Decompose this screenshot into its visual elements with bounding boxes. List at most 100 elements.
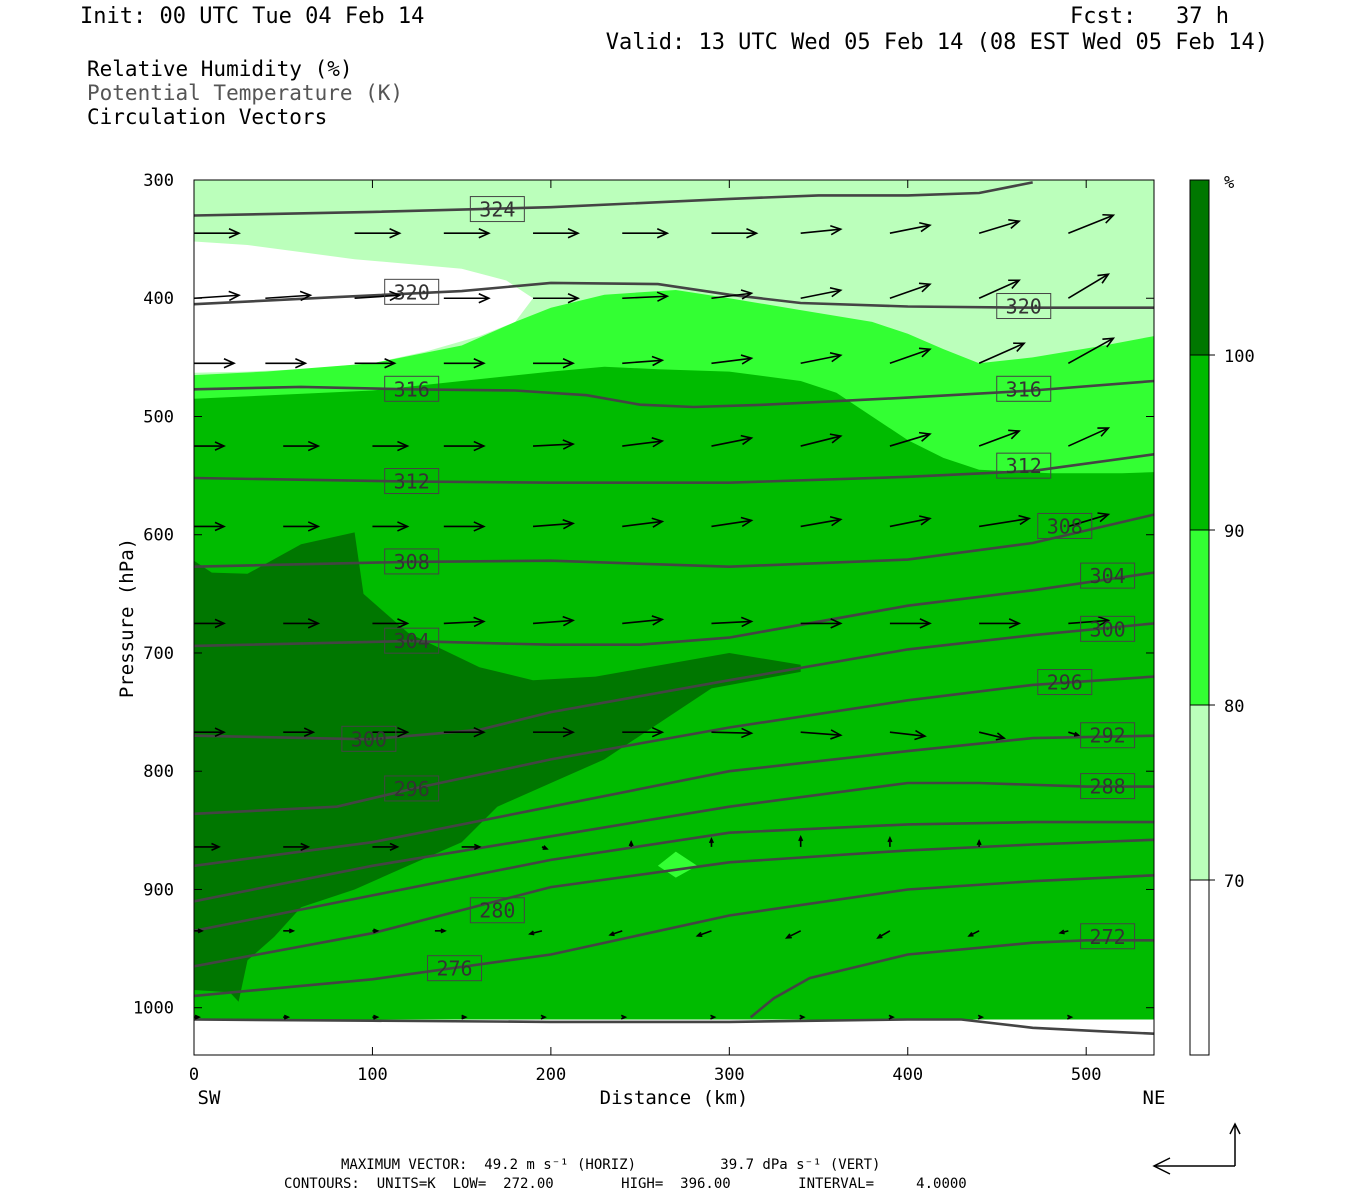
vector-arrow — [354, 358, 397, 369]
svg-text:300: 300 — [351, 727, 387, 751]
vector-arrow — [372, 1014, 380, 1020]
vertical-reference-arrowhead — [1229, 1122, 1241, 1135]
x-tick-label: 400 — [892, 1065, 923, 1085]
contour-label: 316 — [996, 375, 1052, 402]
vector-arrow — [533, 726, 575, 738]
init-time-label: Init: 00 UTC Tue 04 Feb 14 — [80, 4, 425, 29]
vector-arrow — [194, 842, 221, 851]
theta-contour-312 — [194, 453, 1154, 485]
svg-text:316: 316 — [394, 377, 430, 401]
theta-contour-layer — [194, 181, 1154, 1035]
vector-arrow — [711, 727, 754, 739]
colorbar-segment — [1189, 354, 1210, 531]
colorbar-segment — [1189, 529, 1210, 706]
vector-arrow — [876, 930, 891, 939]
vector-arrow — [620, 1014, 628, 1020]
vector-arrow — [265, 290, 313, 302]
contour-label: 280 — [469, 897, 525, 924]
x-tick-label: 100 — [357, 1065, 388, 1085]
vector-arrow — [443, 358, 486, 369]
vector-arrow — [372, 618, 410, 629]
vector-arrow — [372, 928, 380, 934]
contour-label: 300 — [341, 725, 397, 752]
colorbar-label: 70 — [1224, 872, 1244, 892]
svg-text:292: 292 — [1090, 724, 1126, 748]
vector-arrow — [978, 218, 1021, 234]
y-tick-label: 300 — [143, 171, 174, 191]
legend-circulation-vectors: Circulation Vectors — [87, 105, 328, 129]
vector-arrow — [889, 618, 932, 629]
y-tick-label: 1000 — [133, 999, 174, 1019]
vector-arrow — [799, 1014, 806, 1020]
vector-arrow — [710, 1014, 717, 1020]
contour-label: 304 — [384, 627, 440, 654]
vector-arrow — [194, 1014, 201, 1020]
vector-arrow — [283, 440, 321, 452]
vector-arrow — [711, 516, 754, 528]
theta-contour-ground-14 — [194, 1018, 1154, 1035]
colorbar-label: 80 — [1224, 697, 1244, 717]
contour-label: 312 — [996, 452, 1052, 479]
vector-arrow — [622, 227, 670, 239]
vector-arrow — [800, 618, 843, 629]
vector-arrow — [283, 727, 316, 737]
theta-contour-320 — [194, 281, 1154, 310]
svg-text:324: 324 — [479, 198, 515, 222]
vector-arrow — [1068, 731, 1081, 737]
vector-arrow — [622, 615, 665, 626]
vector-arrow — [784, 930, 802, 939]
vector-arrow — [889, 515, 932, 528]
colorbar: 100 90 80 70 — [1189, 179, 1255, 1056]
vector-arrow — [978, 342, 1026, 365]
svg-text:308: 308 — [394, 550, 430, 574]
vector-arrow — [443, 440, 486, 452]
vector-arrow — [1068, 213, 1116, 234]
svg-text:280: 280 — [479, 899, 515, 923]
colorbar-segment — [1189, 179, 1210, 356]
vector-arrow — [461, 843, 482, 851]
vector-arrow — [800, 224, 843, 236]
svg-text:304: 304 — [1090, 564, 1126, 588]
vector-arrow — [194, 521, 226, 532]
vector-arrow — [979, 514, 1032, 528]
vector-arrow — [194, 618, 226, 629]
y-tick-label: 400 — [143, 289, 174, 309]
vector-arrow — [1068, 512, 1111, 528]
vector-arrow — [711, 616, 754, 628]
svg-text:296: 296 — [1047, 671, 1083, 695]
vector-arrow — [711, 434, 754, 447]
contour-label: 292 — [1080, 722, 1136, 749]
vector-arrow — [540, 1014, 547, 1020]
legend-potential-temperature: Potential Temperature (K) — [87, 81, 404, 105]
vector-arrow — [889, 282, 932, 299]
x-tick-label: 500 — [1071, 1065, 1102, 1085]
vector-arrow — [711, 354, 754, 365]
vector-arrow — [800, 352, 843, 365]
y-tick-label: 900 — [143, 880, 174, 900]
theta-contour-280 — [194, 838, 1154, 968]
colorbar-unit: % — [1224, 173, 1234, 193]
theta-contour-300 — [194, 622, 1154, 741]
vector-arrow — [1068, 427, 1111, 447]
vector-arrow — [978, 731, 1007, 741]
colorbar-segment — [1189, 704, 1210, 881]
contour-label-layer: 324 320 320 316 316 312 312 308 308 304 304 300 300 2… — [341, 196, 1136, 982]
vector-arrow — [528, 930, 543, 936]
x-tick-label: 200 — [536, 1065, 567, 1085]
svg-text:300: 300 — [1090, 617, 1126, 641]
vector-arrow — [443, 293, 491, 304]
vector-arrow — [541, 845, 549, 850]
vector-arrow — [800, 287, 843, 300]
svg-text:320: 320 — [394, 280, 430, 304]
x-axis-label: Distance (km) — [600, 1087, 749, 1109]
vector-arrow — [372, 842, 400, 851]
colorbar-label: 100 — [1224, 347, 1255, 367]
max-vector-note: MAXIMUM VECTOR: 49.2 m s⁻¹ (HORIZ) 39.7 … — [341, 1157, 881, 1173]
vector-arrow — [283, 521, 321, 532]
svg-text:276: 276 — [436, 957, 472, 981]
vector-arrow — [622, 355, 665, 367]
contour-label: 308 — [384, 548, 440, 575]
vector-arrow — [194, 441, 226, 451]
vector-arrow — [194, 227, 241, 239]
vector-arrow — [532, 615, 575, 627]
